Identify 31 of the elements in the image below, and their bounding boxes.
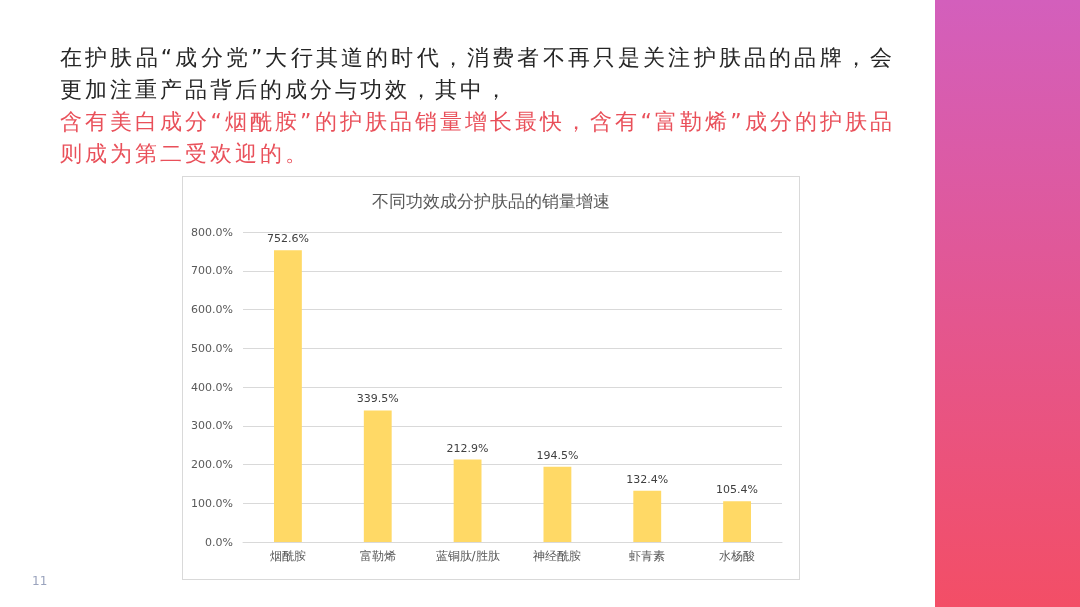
bar <box>633 490 662 542</box>
data-label: 194.5% <box>536 448 579 462</box>
y-tick-label: 0.0% <box>205 535 233 549</box>
x-tick-label: 神经酰胺 <box>533 549 582 563</box>
data-label: 105.4% <box>716 483 759 497</box>
bar <box>273 250 302 542</box>
data-label: 212.9% <box>446 441 489 455</box>
data-label: 339.5% <box>356 392 399 406</box>
bar <box>723 501 752 542</box>
bar <box>363 410 392 542</box>
data-label: 132.4% <box>626 472 669 486</box>
text: 在护肤品“成分党”大行其道的时代，消费者不再只是关注护肤品的品牌，会更加注重产品背后的成分与功效，其中， <box>60 44 895 104</box>
y-tick-label: 400.0% <box>191 380 233 394</box>
text: 11 <box>32 574 48 588</box>
text: 含有美白成分“烟酰胺”的护肤品销量增长最快，含有“富勒烯”成分的护肤品则成为第二受欢迎的。 <box>60 108 895 168</box>
bar <box>453 459 482 542</box>
x-tick-label: 水杨酸 <box>719 549 756 563</box>
y-tick-label: 600.0% <box>191 303 233 316</box>
y-tick-label: 200.0% <box>191 458 233 471</box>
chart-title: 不同功效成分护肤品的销量增速 <box>372 190 610 211</box>
y-tick-label: 500.0% <box>191 341 233 355</box>
y-tick-label: 800.0% <box>191 225 233 239</box>
x-tick-label: 烟酰胺 <box>269 549 306 563</box>
y-tick-label: 700.0% <box>191 264 233 278</box>
y-tick-label: 300.0% <box>191 419 233 433</box>
x-tick-label: 虾青素 <box>629 549 666 563</box>
x-tick-label: 蓝铜肽/胜肽 <box>435 549 500 563</box>
data-label: 752.6% <box>266 232 309 246</box>
x-tick-label: 富勒烯 <box>359 549 396 563</box>
bar <box>543 466 572 542</box>
y-tick-label: 100.0% <box>191 496 233 510</box>
